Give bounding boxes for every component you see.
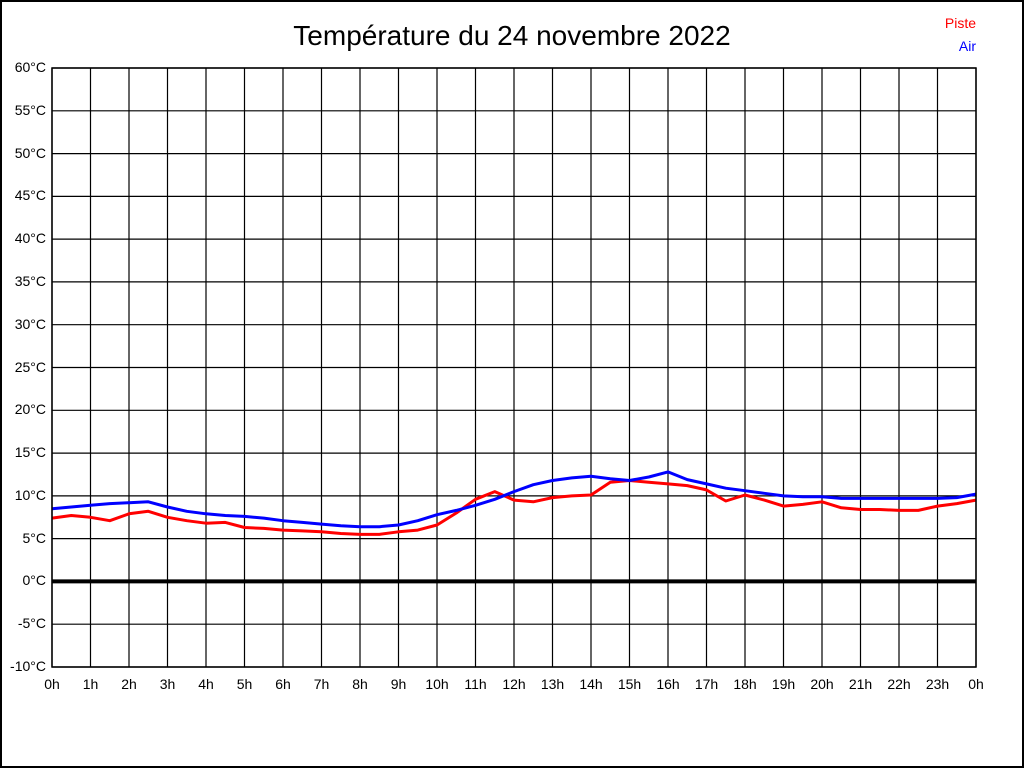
y-tick-label: 45°C [14,187,46,204]
y-tick-label: 35°C [14,272,46,289]
y-tick-label: -10°C [10,658,46,674]
x-tick-label: 8h [352,676,368,692]
y-tick-label: 50°C [14,144,46,161]
y-tick-label: 20°C [14,401,46,418]
y-tick-label: 10°C [14,486,46,503]
y-tick-label: 5°C [22,529,47,546]
x-tick-label: 21h [848,676,873,692]
x-tick-label: 6h [275,676,291,692]
x-tick-label: 10h [425,676,449,692]
x-tick-label: 20h [810,676,834,692]
x-tick-label: 9h [390,676,407,692]
x-tick-label: 12h [502,676,526,692]
x-tick-label: 13h [540,676,565,692]
x-tick-label: 1h [82,676,99,692]
y-tick-label: 55°C [14,101,46,118]
y-tick-label: -5°C [17,615,46,632]
y-tick-label: 30°C [14,315,46,332]
chart-title: Température du 24 novembre 2022 [293,20,731,51]
x-tick-label: 3h [159,676,176,692]
air-line [51,470,977,529]
x-tick-label: 18h [733,676,757,692]
y-tick-label: 0°C [22,572,47,589]
y-tick-label: 25°C [14,358,46,375]
chart-legend: Piste Air [945,12,976,58]
x-tick-label: 7h [313,676,330,692]
x-tick-label: 11h [464,676,487,692]
grid-lines [51,67,977,668]
x-tick-label: 15h [617,676,642,692]
x-tick-label: 14h [579,676,603,692]
plot-frame [51,67,977,668]
y-tick-label: 40°C [14,230,46,247]
x-tick-label: 23h [925,676,950,692]
legend-item-air: Air [958,38,976,54]
piste-line [51,479,977,536]
y-tick-label: 15°C [14,444,46,461]
y-tick-label: 60°C [14,59,46,75]
x-tick-label: 22h [887,676,911,692]
x-tick-label: 2h [121,676,137,692]
x-tick-label: 5h [236,676,253,692]
x-tick-label: 19h [771,676,796,692]
x-tick-label: 16h [656,676,680,692]
legend-item-piste: Piste [944,15,976,31]
x-tick-label: 17h [694,676,719,692]
x-tick-label: 0h [44,676,60,692]
x-tick-label: 0h [968,676,984,692]
x-tick-label: 4h [198,676,214,692]
